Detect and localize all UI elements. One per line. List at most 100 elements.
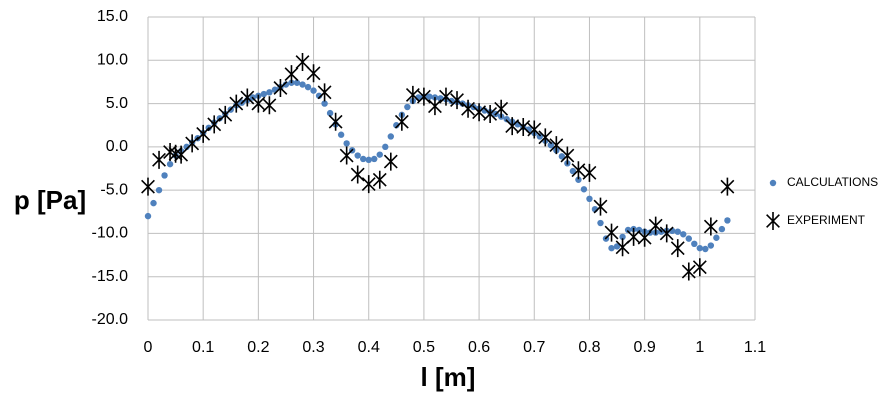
point [382, 143, 389, 151]
point [586, 195, 593, 202]
point [183, 143, 190, 151]
point [293, 79, 301, 86]
x-tick-label: 0.7 [523, 339, 545, 356]
point [724, 217, 731, 224]
x-tick-label: 0.6 [468, 339, 490, 356]
point [196, 124, 211, 143]
legend-marker [769, 179, 777, 187]
point [326, 109, 334, 117]
point [144, 212, 152, 220]
point [310, 87, 317, 94]
x-tick-label: 0.9 [634, 339, 656, 356]
point [161, 172, 168, 179]
legend-label: CALCULATIONS [787, 175, 878, 189]
point [371, 155, 378, 163]
x-tick-label: 0.8 [578, 339, 600, 356]
y-tick-label: -15.0 [92, 268, 129, 285]
point [229, 94, 244, 113]
point [720, 177, 735, 196]
point [321, 100, 328, 107]
point [670, 239, 685, 258]
x-tick-label: 0.3 [302, 339, 324, 356]
point [174, 145, 189, 164]
point [350, 165, 365, 184]
point [266, 89, 273, 96]
point [152, 150, 166, 169]
point [691, 240, 698, 248]
x-tick-label: 0.2 [247, 339, 269, 356]
x-axis-label: l [m] [421, 362, 476, 392]
point [251, 94, 266, 113]
y-axis-label: p [Pa] [14, 185, 86, 215]
point [593, 197, 608, 216]
y-tick-label: 0.0 [106, 138, 128, 155]
x-tick-label: 0.5 [413, 339, 435, 356]
point [503, 115, 510, 123]
point [703, 217, 718, 236]
point [549, 136, 564, 155]
point [426, 93, 433, 100]
point [284, 65, 299, 84]
point [613, 243, 621, 250]
y-tick-label: 5.0 [106, 95, 128, 112]
point [360, 155, 367, 163]
point [295, 53, 310, 72]
point [608, 244, 615, 252]
point [648, 216, 663, 235]
point [536, 133, 543, 140]
point [376, 151, 383, 158]
point [516, 117, 531, 136]
point [696, 244, 704, 252]
point [282, 81, 290, 88]
point [472, 103, 487, 122]
point [428, 97, 442, 116]
point [218, 105, 233, 124]
point [450, 91, 464, 110]
point [718, 225, 726, 233]
point [619, 233, 626, 241]
point [505, 117, 520, 136]
point [299, 81, 306, 88]
point [483, 104, 498, 123]
point [405, 85, 420, 104]
point [626, 227, 641, 246]
point [494, 99, 509, 118]
y-tick-label: -5.0 [100, 181, 128, 198]
point [569, 167, 577, 175]
point [560, 146, 575, 165]
point [416, 87, 431, 106]
y-tick-label: -20.0 [92, 311, 129, 328]
point [571, 161, 586, 180]
point [659, 224, 674, 243]
point [150, 199, 157, 207]
point [306, 64, 321, 83]
point [393, 122, 400, 129]
point [343, 140, 350, 147]
point [365, 156, 372, 164]
point [461, 99, 475, 118]
y-tick-label: 10.0 [97, 52, 128, 69]
point [604, 223, 619, 242]
point [558, 153, 566, 160]
point [439, 87, 453, 106]
point [328, 112, 343, 131]
point [597, 219, 604, 227]
point [339, 146, 354, 165]
point [582, 163, 597, 182]
point [260, 90, 268, 98]
point [527, 120, 542, 139]
point [361, 175, 376, 194]
point [575, 176, 582, 183]
x-tick-label: 0 [144, 339, 153, 356]
point [317, 83, 332, 102]
point [635, 226, 643, 234]
point [141, 177, 155, 196]
point [273, 78, 288, 97]
point [713, 234, 720, 241]
point [547, 141, 555, 149]
point [383, 152, 398, 171]
point [538, 128, 553, 147]
point [163, 143, 178, 162]
point [387, 133, 394, 140]
point [337, 131, 345, 138]
